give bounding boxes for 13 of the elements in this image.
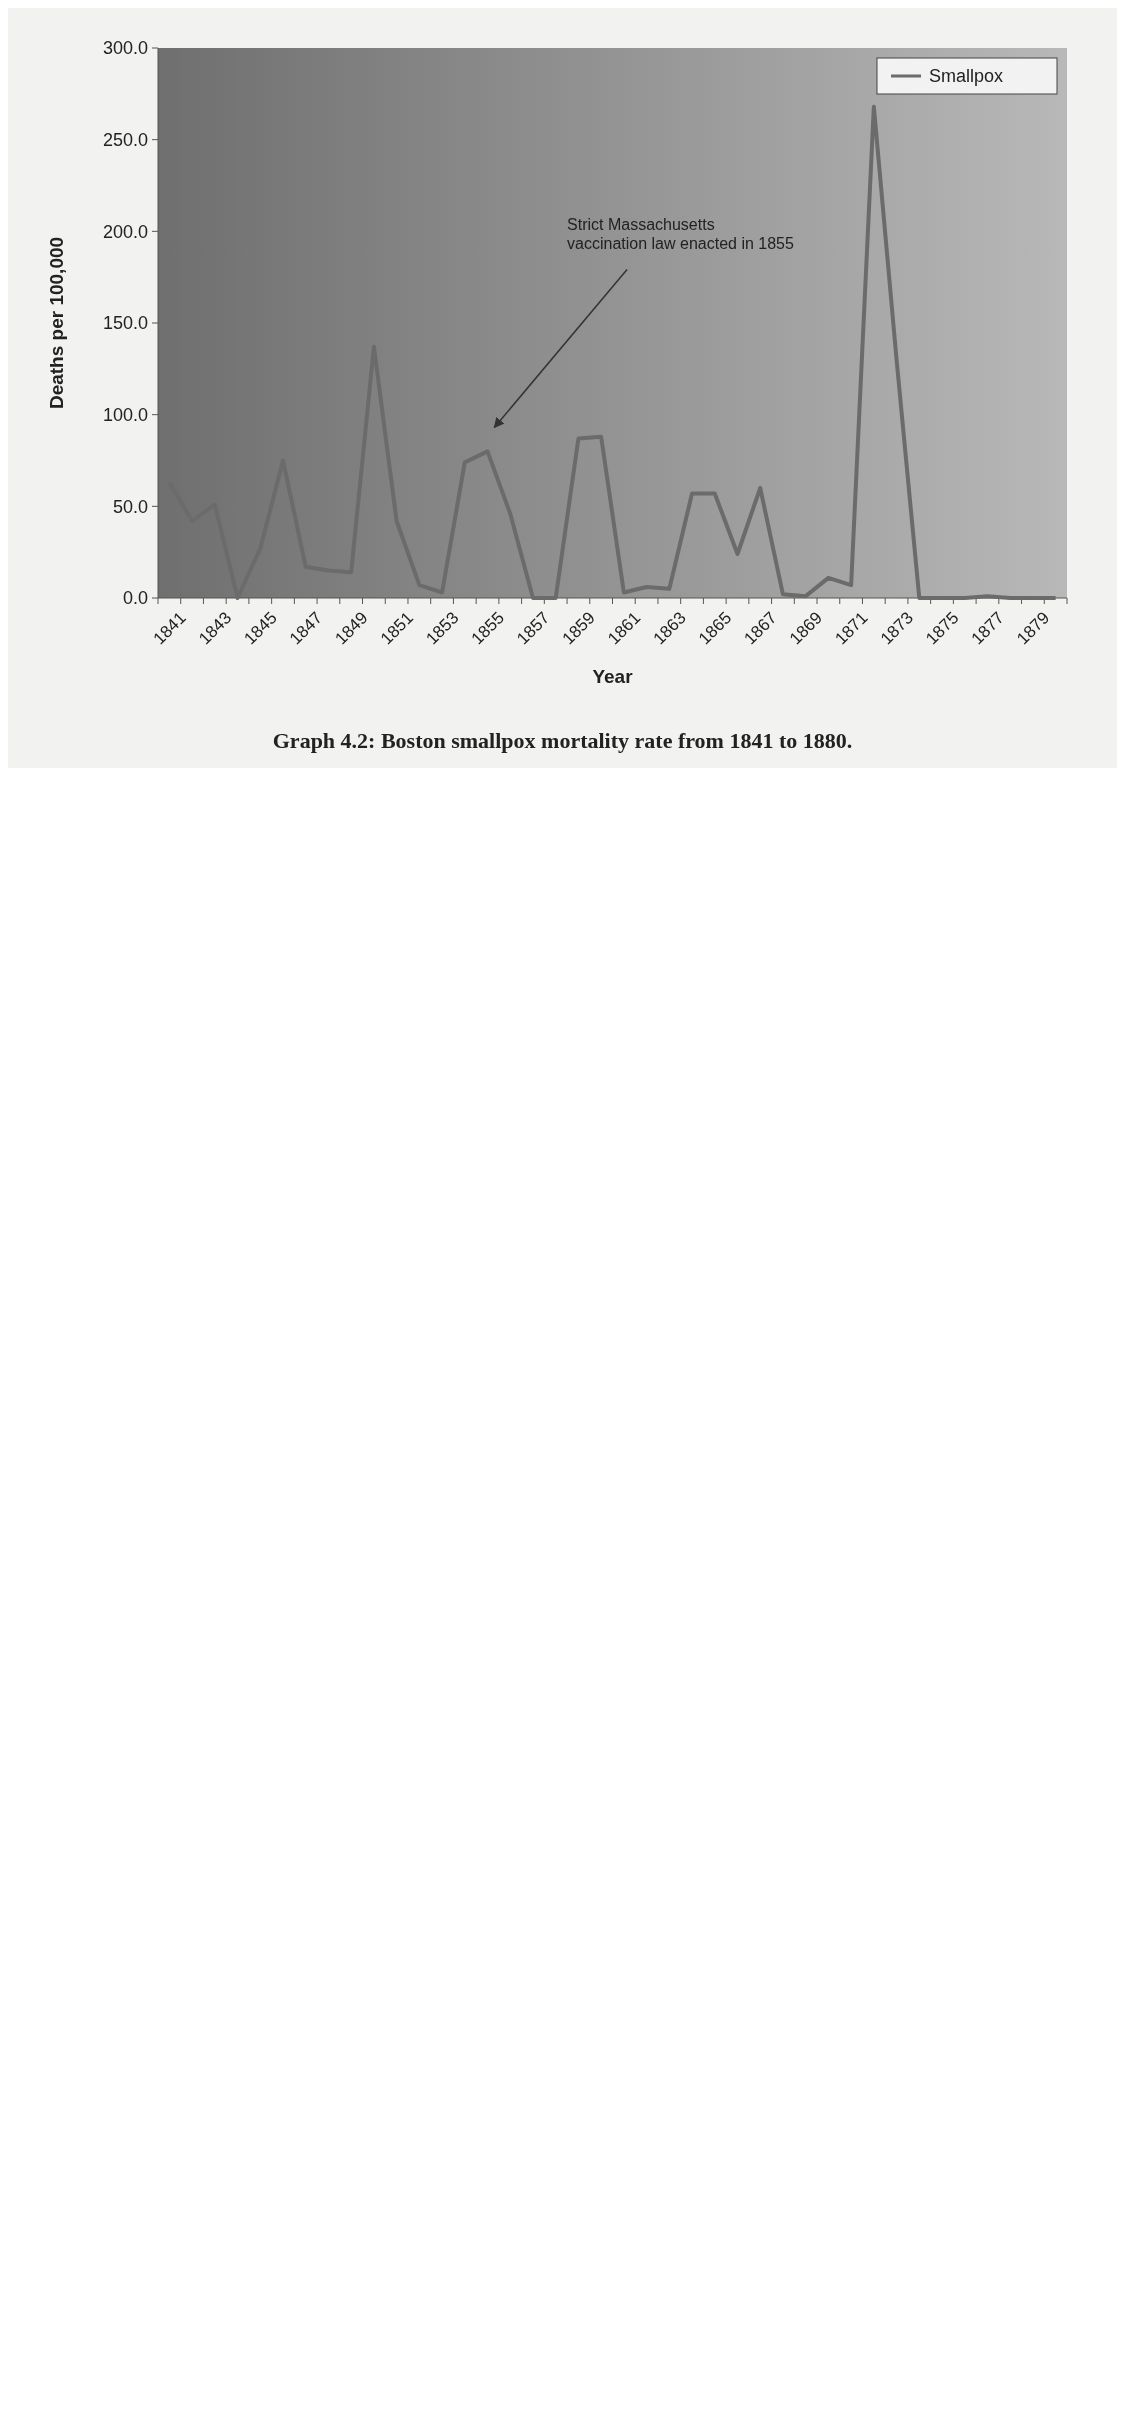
line-series (167, 104, 1058, 600)
y-tick-label: 200.0 (102, 221, 148, 242)
annotation: Strict Massachusetts vaccination law enacted in 1855 (567, 215, 794, 252)
y-tick-label: 50.0 (112, 496, 148, 517)
legend-label: Smallpox (929, 66, 1004, 87)
caption: Graph 4.2: Boston smallpox mortality rate from 1841 to 1880. (272, 728, 853, 753)
y-axis-title: Deaths per 100,000 (46, 236, 67, 410)
y-tick-label: 100.0 (102, 404, 148, 425)
y-tick-label: 250.0 (102, 129, 148, 150)
y-tick-label: 0.0 (122, 588, 148, 609)
x-axis-title: Year (592, 666, 634, 687)
y-tick-label: 150.0 (102, 313, 148, 334)
y-tick-label: 300.0 (102, 38, 148, 59)
